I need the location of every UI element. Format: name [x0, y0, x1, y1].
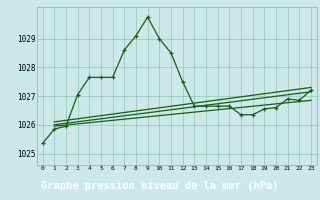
Text: Graphe pression niveau de la mer (hPa): Graphe pression niveau de la mer (hPa) [41, 181, 279, 191]
